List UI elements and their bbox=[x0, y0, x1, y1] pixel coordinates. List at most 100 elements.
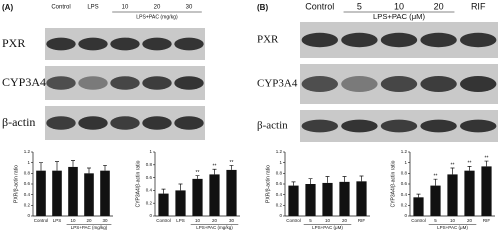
y-tick-label: 0 bbox=[279, 213, 282, 218]
significance: ** bbox=[230, 160, 234, 166]
significance: ** bbox=[485, 155, 489, 161]
blot-band bbox=[142, 116, 172, 130]
y-tick-label: 0.6 bbox=[146, 175, 153, 180]
y-tick-label: 0.2 bbox=[401, 203, 408, 208]
bar bbox=[413, 197, 424, 216]
x-tick-label: 20 bbox=[86, 218, 92, 223]
error-bar bbox=[71, 160, 75, 167]
blot-label: PXR bbox=[257, 34, 279, 46]
y-axis-label: CYP3A4/β-actin ratio bbox=[390, 160, 396, 207]
blot-label: β-actin bbox=[257, 120, 288, 132]
y-axis-label: PXR/β-actin ratio bbox=[13, 165, 19, 203]
lane-label: RIF bbox=[471, 1, 486, 11]
blot-band bbox=[459, 76, 497, 92]
bar bbox=[430, 185, 441, 216]
panel-label: (B) bbox=[257, 3, 268, 12]
x-tick-label: 20 bbox=[212, 218, 218, 223]
bar bbox=[100, 170, 110, 216]
bar bbox=[447, 174, 458, 216]
bar bbox=[464, 170, 475, 216]
significance: ** bbox=[213, 164, 217, 170]
y-tick-label: 1 bbox=[149, 149, 152, 154]
y-tick-label: 1 bbox=[27, 160, 30, 165]
y-tick-label: 0.2 bbox=[276, 203, 283, 208]
significance: ** bbox=[451, 162, 455, 168]
blot-band bbox=[174, 76, 204, 90]
y-tick-label: 0.6 bbox=[24, 181, 31, 186]
blot-band bbox=[110, 37, 140, 51]
blot-band bbox=[341, 119, 378, 133]
error-bar bbox=[342, 176, 347, 182]
bar bbox=[339, 181, 350, 216]
lane-label: Control bbox=[305, 1, 334, 11]
y-tick-label: 0.6 bbox=[276, 181, 283, 186]
error-bar bbox=[229, 165, 234, 170]
blot-band bbox=[420, 119, 457, 133]
x-tick-label: LPS bbox=[53, 218, 62, 223]
y-tick-label: 0.2 bbox=[24, 203, 31, 208]
blot-band bbox=[301, 119, 339, 133]
error-bar bbox=[87, 167, 91, 174]
blot-band bbox=[341, 76, 378, 92]
y-tick-label: 0 bbox=[149, 213, 152, 218]
blot-band bbox=[380, 32, 418, 48]
error-bar bbox=[39, 162, 43, 171]
blot-band bbox=[301, 76, 339, 92]
x-tick-label: Control bbox=[286, 218, 301, 223]
blot-band bbox=[46, 37, 76, 51]
error-bar bbox=[433, 178, 438, 186]
y-tick-label: 0.4 bbox=[24, 192, 31, 197]
x-tick-label: 20 bbox=[342, 218, 348, 223]
error-bar bbox=[195, 175, 200, 179]
lane-label: 30 bbox=[186, 5, 193, 11]
lane-label: 20 bbox=[154, 5, 161, 11]
error-bar bbox=[55, 161, 59, 171]
error-bar bbox=[291, 181, 296, 186]
blot-band bbox=[142, 37, 172, 51]
bar bbox=[192, 178, 203, 216]
blot-band bbox=[341, 32, 378, 48]
y-tick-label: 0.6 bbox=[401, 181, 408, 186]
y-tick-label: 0.8 bbox=[401, 171, 408, 176]
bar bbox=[84, 173, 94, 216]
significance: ** bbox=[434, 174, 438, 180]
blot-band bbox=[459, 119, 497, 133]
lane-label: 10 bbox=[394, 1, 404, 11]
y-tick-label: 0.2 bbox=[146, 200, 153, 205]
x-tick-label: 30 bbox=[229, 218, 235, 223]
x-tick-label: 30 bbox=[102, 218, 108, 223]
blot-band bbox=[46, 76, 76, 90]
y-axis-label: CYP3A4/β-actin ratio bbox=[135, 160, 141, 207]
x-tick-label: 10 bbox=[450, 218, 456, 223]
bar bbox=[36, 170, 46, 216]
x-tick-label: 10 bbox=[325, 218, 331, 223]
y-tick-label: 1 bbox=[404, 160, 407, 165]
blot-band bbox=[110, 116, 140, 130]
y-tick-label: 1.2 bbox=[401, 149, 408, 154]
blot bbox=[45, 66, 205, 100]
x-tick-label: LPS bbox=[176, 218, 185, 223]
bar bbox=[175, 190, 186, 216]
lane-label: Control bbox=[51, 5, 70, 11]
x-tick-label: Control bbox=[156, 218, 171, 223]
blot-label: PXR bbox=[2, 36, 25, 50]
x-tick-label: RIF bbox=[358, 218, 366, 223]
error-bar bbox=[161, 188, 166, 194]
blot-band bbox=[380, 76, 418, 92]
x-tick-label: Control bbox=[411, 218, 426, 223]
blot-band bbox=[420, 32, 457, 48]
blot-label: CYP3A4 bbox=[257, 78, 298, 90]
y-tick-label: 1.2 bbox=[24, 149, 31, 154]
blot-band bbox=[174, 116, 204, 130]
lane-label: LPS bbox=[87, 5, 98, 11]
blot-band bbox=[78, 76, 108, 90]
group-label: LPS+PAC (μM) bbox=[437, 225, 468, 230]
bar bbox=[68, 166, 78, 216]
blot-band bbox=[459, 32, 497, 48]
bar bbox=[288, 185, 299, 216]
significance: ** bbox=[468, 161, 472, 167]
x-tick-label: RIF bbox=[483, 218, 491, 223]
x-tick-label: 20 bbox=[467, 218, 473, 223]
y-tick-label: 0.8 bbox=[24, 171, 31, 176]
error-bar bbox=[359, 175, 364, 182]
